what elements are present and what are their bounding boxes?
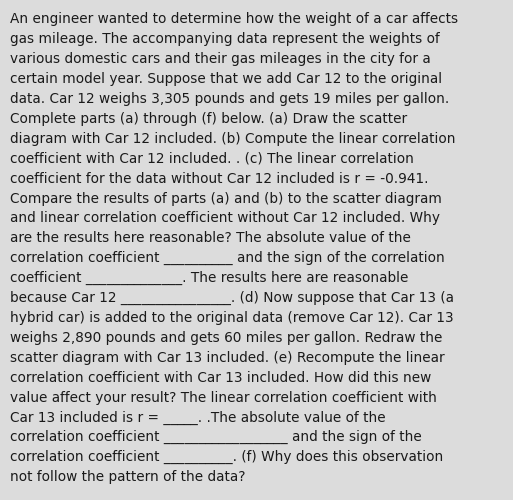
- Text: value affect your result? The linear correlation coefficient with: value affect your result? The linear cor…: [10, 390, 437, 404]
- Text: weighs 2,890 pounds and gets 60 miles per gallon. Redraw the: weighs 2,890 pounds and gets 60 miles pe…: [10, 331, 443, 345]
- Text: not follow the pattern of the data?: not follow the pattern of the data?: [10, 470, 246, 484]
- Text: data. Car 12 weighs 3,305 pounds and gets 19 miles per gallon.: data. Car 12 weighs 3,305 pounds and get…: [10, 92, 449, 106]
- Text: coefficient ______________. The results here are reasonable: coefficient ______________. The results …: [10, 271, 409, 285]
- Text: correlation coefficient __________________ and the sign of the: correlation coefficient ________________…: [10, 430, 422, 444]
- Text: Compare the results of parts (a) and (b) to the scatter diagram: Compare the results of parts (a) and (b)…: [10, 192, 442, 205]
- Text: are the results here reasonable? The absolute value of the: are the results here reasonable? The abs…: [10, 232, 411, 245]
- Text: gas mileage. The accompanying data represent the weights of: gas mileage. The accompanying data repre…: [10, 32, 440, 46]
- Text: because Car 12 ________________. (d) Now suppose that Car 13 (a: because Car 12 ________________. (d) Now…: [10, 291, 454, 305]
- Text: Car 13 included is r = _____. .The absolute value of the: Car 13 included is r = _____. .The absol…: [10, 410, 386, 424]
- Text: Complete parts (a) through (f) below. (a) Draw the scatter: Complete parts (a) through (f) below. (a…: [10, 112, 407, 126]
- Text: coefficient for the data without Car 12 included is r = -0.941.: coefficient for the data without Car 12 …: [10, 172, 429, 185]
- Text: An engineer wanted to determine how the weight of a car affects: An engineer wanted to determine how the …: [10, 12, 459, 26]
- Text: certain model year. Suppose that we add Car 12 to the original: certain model year. Suppose that we add …: [10, 72, 442, 86]
- Text: scatter diagram with Car 13 included. (e) Recompute the linear: scatter diagram with Car 13 included. (e…: [10, 350, 445, 364]
- Text: correlation coefficient with Car 13 included. How did this new: correlation coefficient with Car 13 incl…: [10, 370, 431, 384]
- Text: correlation coefficient __________ and the sign of the correlation: correlation coefficient __________ and t…: [10, 251, 445, 266]
- Text: various domestic cars and their gas mileages in the city for a: various domestic cars and their gas mile…: [10, 52, 431, 66]
- Text: coefficient with Car 12 included. . (c) The linear correlation: coefficient with Car 12 included. . (c) …: [10, 152, 414, 166]
- Text: and linear correlation coefficient without Car 12 included. Why: and linear correlation coefficient witho…: [10, 212, 440, 226]
- Text: hybrid car) is added to the original data (remove Car 12). Car 13: hybrid car) is added to the original dat…: [10, 311, 454, 325]
- Text: diagram with Car 12 included. (b) Compute the linear correlation: diagram with Car 12 included. (b) Comput…: [10, 132, 456, 146]
- Text: correlation coefficient __________. (f) Why does this observation: correlation coefficient __________. (f) …: [10, 450, 444, 464]
